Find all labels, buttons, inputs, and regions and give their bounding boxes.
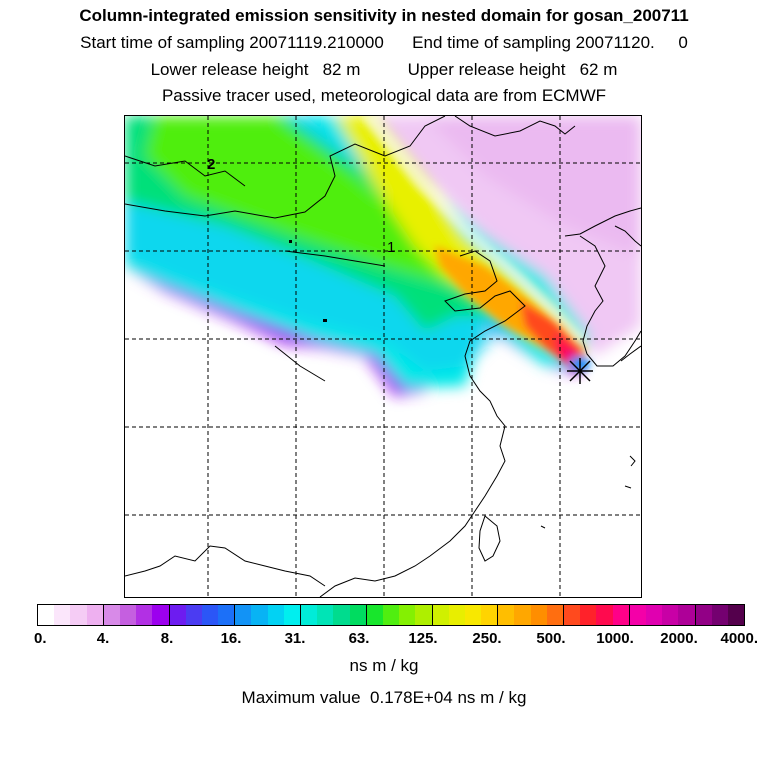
colorbar-segment: [119, 605, 137, 625]
colorbar-tick-label: 4000.: [720, 630, 759, 647]
colorbar-segment: [38, 605, 55, 625]
colorbar-units: ns m / kg: [349, 656, 419, 675]
colorbar-tick-label: 4.: [96, 630, 110, 647]
colorbar-segment: [54, 605, 71, 625]
map-title: Column-integrated emission sensitivity i…: [79, 6, 689, 25]
colorbar-segment: [530, 605, 547, 625]
colorbar-tick-label: 63.: [348, 630, 370, 647]
coastlines: [125, 116, 641, 597]
colorbar-segment: [317, 605, 334, 625]
colorbar-tick-label: 250.: [472, 630, 502, 647]
map-canvas: [125, 116, 641, 597]
colorbar-tick-label: 125.: [408, 630, 438, 647]
colorbar-segment: [514, 605, 531, 625]
colorbar-segment: [382, 605, 400, 625]
map-marker-2: 2: [207, 156, 216, 173]
colorbar-segment: [102, 605, 120, 625]
colorbar-segment: [70, 605, 87, 625]
colorbar-segment: [415, 605, 432, 625]
colorbar-segment: [251, 605, 268, 625]
colorbar-segment: [86, 605, 103, 625]
colorbar-segment: [563, 605, 581, 625]
sampling-times: Start time of sampling 20071119.210000 E…: [80, 33, 688, 52]
colorbar-segment: [399, 605, 416, 625]
colorbar-segment: [481, 605, 498, 625]
colorbar-segment: [497, 605, 515, 625]
colorbar-segment: [431, 605, 449, 625]
colorbar-segment: [711, 605, 728, 625]
colorbar-segment: [349, 605, 366, 625]
colorbar-segment: [546, 605, 563, 625]
colorbar-segment: [596, 605, 613, 625]
colorbar-segment: [152, 605, 169, 625]
colorbar-segment: [365, 605, 383, 625]
colorbar-segment: [662, 605, 679, 625]
colorbar-segment: [168, 605, 186, 625]
release-heights: Lower release height 82 m Upper release …: [150, 60, 618, 79]
colorbar-tick-label: 0.: [33, 630, 47, 647]
colorbar-segment: [580, 605, 597, 625]
colorbar-tick-label: 500.: [536, 630, 566, 647]
colorbar-tick-label: 2000.: [660, 630, 698, 647]
sensitivity-map: 2 1: [124, 115, 642, 598]
colorbar-segment: [678, 605, 695, 625]
sensitivity-field: [125, 116, 641, 396]
colorbar-segment: [727, 605, 745, 625]
lakes: [289, 240, 327, 322]
colorbar-segment: [185, 605, 202, 625]
colorbar-segment: [694, 605, 712, 625]
tracer-info: Passive tracer used, meteorological data…: [161, 86, 607, 105]
colorbar-segment: [628, 605, 646, 625]
colorbar-segment: [136, 605, 153, 625]
colorbar-segment: [201, 605, 219, 625]
colorbar-segment: [448, 605, 465, 625]
star-icon: [567, 358, 593, 384]
map-marker-1: 1: [387, 239, 396, 256]
graticule: [125, 116, 641, 597]
colorbar-segment: [234, 605, 252, 625]
colorbar-segment: [645, 605, 663, 625]
colorbar-tick-label: 1000.: [596, 630, 634, 647]
colorbar-segment: [218, 605, 235, 625]
colorbar-segment: [283, 605, 300, 625]
maximum-value: Maximum value 0.178E+04 ns m / kg: [241, 688, 527, 707]
colorbar-segment: [333, 605, 350, 625]
colorbar-segment: [267, 605, 284, 625]
colorbar-tick-label: 31.: [284, 630, 306, 647]
colorbar-segment: [612, 605, 629, 625]
colorbar-tick-label: 8.: [160, 630, 174, 647]
colorbar-tick-label: 16.: [220, 630, 242, 647]
colorbar-segment: [464, 605, 482, 625]
colorbar: [37, 604, 745, 626]
colorbar-segment: [300, 605, 318, 625]
